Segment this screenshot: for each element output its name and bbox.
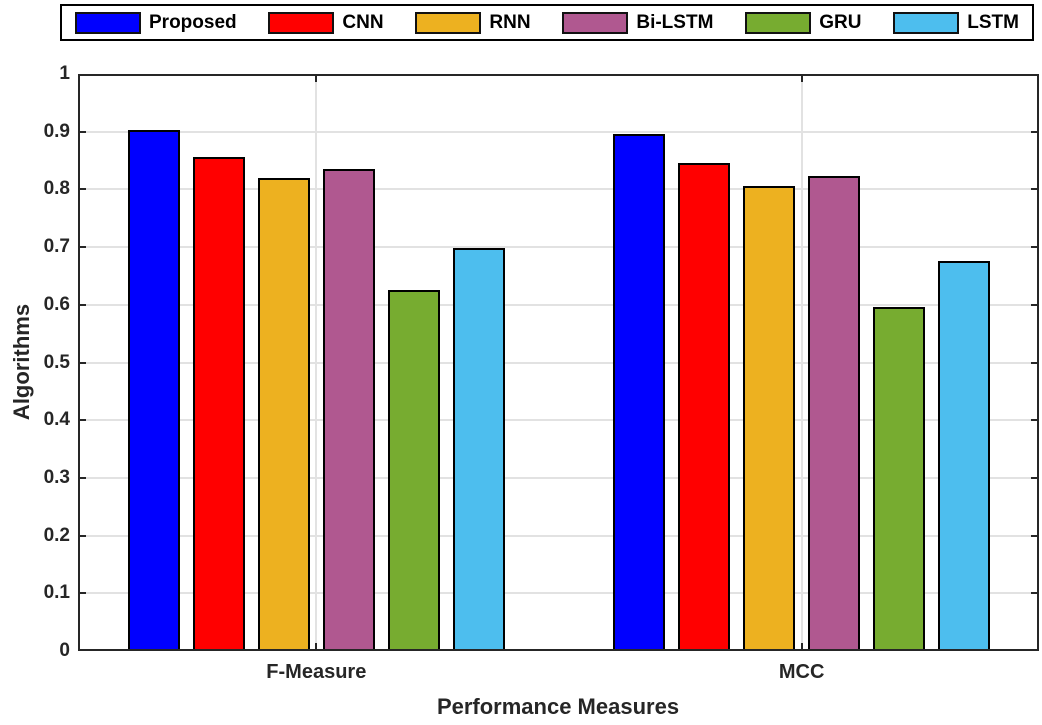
bar-gru-f-measure bbox=[387, 290, 440, 651]
bar-lstm-f-measure bbox=[452, 248, 505, 651]
x-tick bbox=[315, 74, 318, 82]
y-tick bbox=[78, 534, 86, 537]
y-tick-label-0.8: 0.8 bbox=[43, 178, 70, 200]
plot-area bbox=[78, 74, 1039, 651]
y-tick-label-0.2: 0.2 bbox=[43, 524, 70, 546]
legend-swatch-rnn bbox=[415, 11, 482, 34]
y-tick-label-0.6: 0.6 bbox=[43, 293, 70, 315]
y-tick bbox=[1031, 246, 1039, 249]
y-tick bbox=[78, 592, 86, 595]
y-tick bbox=[1031, 592, 1039, 595]
y-tick bbox=[78, 361, 86, 364]
gridline-y bbox=[78, 476, 1039, 479]
x-tick bbox=[800, 643, 803, 651]
legend-swatch-cnn bbox=[268, 11, 335, 34]
gridline-y bbox=[78, 188, 1039, 191]
y-tick-label-0.7: 0.7 bbox=[43, 236, 70, 258]
legend-swatch-gru bbox=[745, 11, 812, 34]
y-tick-label-0.5: 0.5 bbox=[43, 351, 70, 373]
legend-label: LSTM bbox=[967, 11, 1019, 33]
legend-entry-gru: GRU bbox=[745, 11, 862, 34]
y-tick bbox=[1031, 419, 1039, 422]
legend-entry-bi-lstm: Bi-LSTM bbox=[562, 11, 714, 34]
legend-entry-lstm: LSTM bbox=[893, 11, 1019, 34]
y-tick-label-0.4: 0.4 bbox=[43, 409, 70, 431]
y-tick bbox=[78, 130, 86, 133]
gridline-y bbox=[78, 303, 1039, 306]
gridline-y bbox=[78, 130, 1039, 133]
legend-label: Proposed bbox=[149, 11, 237, 33]
bar-cnn-f-measure bbox=[192, 157, 245, 651]
x-category-label-f-measure: F-Measure bbox=[266, 661, 367, 683]
y-tick bbox=[1031, 361, 1039, 364]
x-category-label-mcc: MCC bbox=[778, 661, 825, 683]
y-tick bbox=[78, 303, 86, 306]
legend-swatch-proposed bbox=[75, 11, 141, 34]
y-tick bbox=[1031, 130, 1039, 133]
legend-entry-cnn: CNN bbox=[268, 11, 384, 34]
gridline-x bbox=[800, 74, 803, 651]
y-tick-label-0: 0 bbox=[59, 640, 70, 661]
gridline-y bbox=[78, 419, 1039, 422]
gridline-x bbox=[315, 74, 318, 651]
y-tick bbox=[1031, 476, 1039, 479]
y-tick bbox=[78, 246, 86, 249]
x-axis-label: Performance Measures bbox=[436, 694, 680, 719]
bar-proposed-f-measure bbox=[127, 130, 180, 651]
y-tick bbox=[78, 188, 86, 191]
x-tick bbox=[800, 74, 803, 82]
legend-label: GRU bbox=[819, 11, 862, 33]
y-tick bbox=[1031, 188, 1039, 191]
y-tick-label-1: 1 bbox=[59, 63, 70, 84]
legend-entry-proposed: Proposed bbox=[75, 11, 237, 34]
gridline-y bbox=[78, 534, 1039, 537]
y-tick bbox=[78, 419, 86, 422]
y-tick-label-0.1: 0.1 bbox=[43, 582, 70, 604]
legend-label: CNN bbox=[342, 11, 384, 33]
y-tick bbox=[1031, 534, 1039, 537]
bar-rnn-f-measure bbox=[257, 178, 310, 651]
bar-bi-lstm-f-measure bbox=[322, 169, 375, 651]
bar-lstm-mcc bbox=[938, 261, 991, 651]
bar-gru-mcc bbox=[873, 307, 926, 651]
legend-label: Bi-LSTM bbox=[636, 11, 714, 33]
gridline-y bbox=[78, 361, 1039, 364]
bar-bi-lstm-mcc bbox=[808, 176, 861, 651]
bar-rnn-mcc bbox=[743, 186, 796, 651]
y-tick-label-0.9: 0.9 bbox=[43, 120, 70, 142]
y-tick bbox=[1031, 303, 1039, 306]
x-tick bbox=[315, 643, 318, 651]
bar-cnn-mcc bbox=[678, 163, 731, 651]
legend-swatch-bi-lstm bbox=[562, 11, 629, 34]
bar-proposed-mcc bbox=[613, 134, 666, 651]
y-tick-label-0.3: 0.3 bbox=[43, 466, 70, 488]
gridline-y bbox=[78, 592, 1039, 595]
gridline-y bbox=[78, 246, 1039, 249]
y-tick bbox=[78, 476, 86, 479]
legend-swatch-lstm bbox=[893, 11, 960, 34]
legend: Proposed CNN RNN Bi-LSTM GRU LSTM bbox=[60, 4, 1034, 41]
legend-entry-rnn: RNN bbox=[415, 11, 531, 34]
legend-label: RNN bbox=[489, 11, 531, 33]
